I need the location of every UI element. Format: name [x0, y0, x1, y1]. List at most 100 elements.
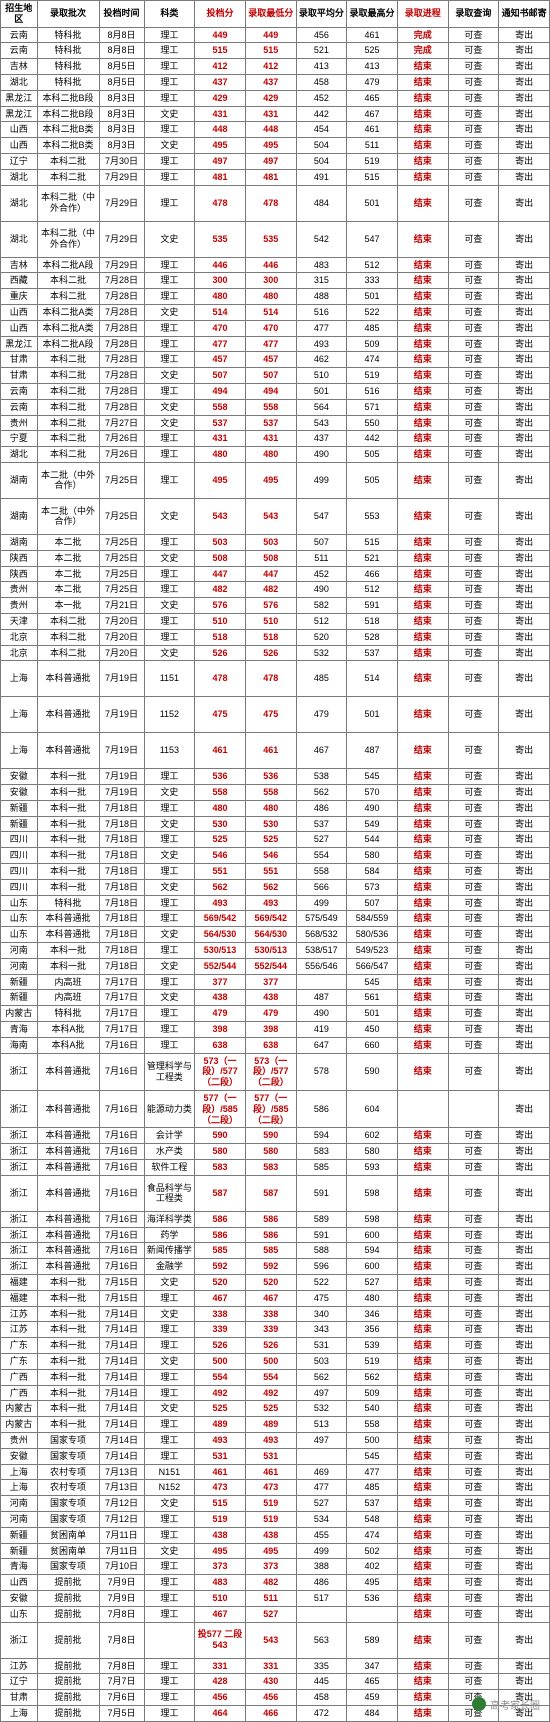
cell-region: 贵州: [1, 415, 38, 431]
cell-min-score: 515: [245, 43, 296, 59]
cell-progress: 结束: [397, 1306, 448, 1322]
table-row: 辽宁提前批7月7日理工428430445465结束可查寄出: [1, 1674, 550, 1690]
cell-region: 吉林: [1, 257, 38, 273]
table-row: 湖北特科批8月5日理工437437458479结束可查寄出: [1, 74, 550, 90]
cell-subject: 文史: [144, 399, 195, 415]
cell-min-score: 526: [245, 645, 296, 661]
cell-batch: 本二批: [37, 566, 99, 582]
cell-min-score: 519: [245, 1511, 296, 1527]
cell-min-score: 447: [245, 566, 296, 582]
cell-query: 可查: [448, 1417, 499, 1433]
table-row: 上海本科普通批7月19日1152475475479501结束可查寄出: [1, 697, 550, 733]
cell-subject: 理工: [144, 1006, 195, 1022]
cell-max-score: 515: [347, 169, 398, 185]
table-row: 贵州国家专项7月14日理工493493497500结束可查寄出: [1, 1432, 550, 1448]
cell-filing-score: 531: [195, 1448, 246, 1464]
cell-avg-score: 564: [296, 399, 347, 415]
col-header-2: 投档时间: [99, 1, 144, 28]
cell-region: 浙江: [1, 1160, 38, 1176]
cell-max-score: 549/523: [347, 943, 398, 959]
cell-subject: 文史: [144, 848, 195, 864]
cell-progress: 结束: [397, 153, 448, 169]
cell-max-score: 537: [347, 1496, 398, 1512]
cell-batch: 本科一批: [37, 785, 99, 801]
cell-region: 山西: [1, 122, 38, 138]
cell-region: 新疆: [1, 1527, 38, 1543]
cell-date: 7月28日: [99, 399, 144, 415]
cell-region: 山西: [1, 304, 38, 320]
cell-avg-score: 537: [296, 816, 347, 832]
cell-subject: 理工: [144, 1432, 195, 1448]
cell-date: 7月18日: [99, 958, 144, 974]
cell-batch: 本科一批: [37, 864, 99, 880]
cell-query: 可查: [448, 59, 499, 75]
cell-progress: 结束: [397, 613, 448, 629]
cell-max-score: 594: [347, 1243, 398, 1259]
cell-notice: 寄出: [499, 221, 550, 257]
cell-max-score: 501: [347, 1006, 398, 1022]
cell-query: 可查: [448, 1037, 499, 1053]
cell-batch: 本科一批: [37, 1401, 99, 1417]
cell-progress: 结束: [397, 1690, 448, 1706]
table-row: 山西本科二批B类8月3日理工448448454461结束可查寄出: [1, 122, 550, 138]
cell-notice: 寄出: [499, 320, 550, 336]
cell-region: 宁夏: [1, 431, 38, 447]
cell-avg-score: 585: [296, 1160, 347, 1176]
cell-date: 7月6日: [99, 1690, 144, 1706]
cell-progress: 结束: [397, 697, 448, 733]
table-row: 内蒙古本科一批7月14日理工489489513558结束可查寄出: [1, 1417, 550, 1433]
cell-progress: 结束: [397, 59, 448, 75]
table-row: 浙江本科普通批7月16日软件工程583583585593结束可查寄出: [1, 1160, 550, 1176]
table-row: 黑龙江本科二批A段7月28日理工477477493509结束可查寄出: [1, 336, 550, 352]
col-header-6: 录取平均分: [296, 1, 347, 28]
cell-max-score: 521: [347, 550, 398, 566]
cell-progress: 结束: [397, 1128, 448, 1144]
cell-date: 8月8日: [99, 43, 144, 59]
cell-filing-score: 507: [195, 368, 246, 384]
cell-subject: 理工: [144, 1322, 195, 1338]
cell-batch: 本科二批: [37, 153, 99, 169]
cell-batch: 特科批: [37, 895, 99, 911]
cell-max-score: 507: [347, 895, 398, 911]
cell-batch: 本科二批（中外合作）: [37, 185, 99, 221]
cell-batch: 本科普通批: [37, 1053, 99, 1090]
cell-date: 7月18日: [99, 911, 144, 927]
cell-progress: 结束: [397, 1160, 448, 1176]
cell-filing-score: 500: [195, 1353, 246, 1369]
cell-batch: 本科普通批: [37, 1227, 99, 1243]
cell-batch: 特科批: [37, 59, 99, 75]
cell-date: 7月15日: [99, 1290, 144, 1306]
table-row: 山东本科普通批7月18日理工569/542569/542575/549584/5…: [1, 911, 550, 927]
cell-notice: 寄出: [499, 498, 550, 534]
cell-min-score: 495: [245, 462, 296, 498]
cell-min-score: 543: [245, 1622, 296, 1658]
cell-max-score: 566/547: [347, 958, 398, 974]
cell-avg-score: 442: [296, 106, 347, 122]
cell-max-score: 466: [347, 566, 398, 582]
cell-date: 7月14日: [99, 1448, 144, 1464]
cell-filing-score: 482: [195, 582, 246, 598]
table-row: 广东本科一批7月14日理工526526531539结束可查寄出: [1, 1338, 550, 1354]
cell-max-score: 580: [347, 1144, 398, 1160]
cell-notice: 寄出: [499, 1353, 550, 1369]
cell-max-score: 553: [347, 498, 398, 534]
cell-max-score: 561: [347, 990, 398, 1006]
cell-date: 7月25日: [99, 550, 144, 566]
cell-date: 7月16日: [99, 1160, 144, 1176]
cell-date: 7月16日: [99, 1128, 144, 1144]
cell-avg-score: 543: [296, 415, 347, 431]
cell-min-score: 492: [245, 1385, 296, 1401]
cell-progress: [397, 1091, 448, 1128]
cell-query: 可查: [448, 1401, 499, 1417]
cell-batch: 本科二批: [37, 383, 99, 399]
table-row: 上海本科普通批7月19日1153461461467487结束可查寄出: [1, 733, 550, 769]
table-row: 云南特科批8月8日理工515515521525完成可查寄出: [1, 43, 550, 59]
cell-min-score: 551: [245, 864, 296, 880]
cell-region: 上海: [1, 1705, 38, 1721]
cell-subject: 文史: [144, 498, 195, 534]
cell-min-score: 489: [245, 1417, 296, 1433]
cell-date: 7月8日: [99, 1622, 144, 1658]
cell-date: 7月28日: [99, 289, 144, 305]
cell-avg-score: 578: [296, 1053, 347, 1090]
table-row: 内蒙古特科批7月17日理工479479490501结束可查寄出: [1, 1006, 550, 1022]
